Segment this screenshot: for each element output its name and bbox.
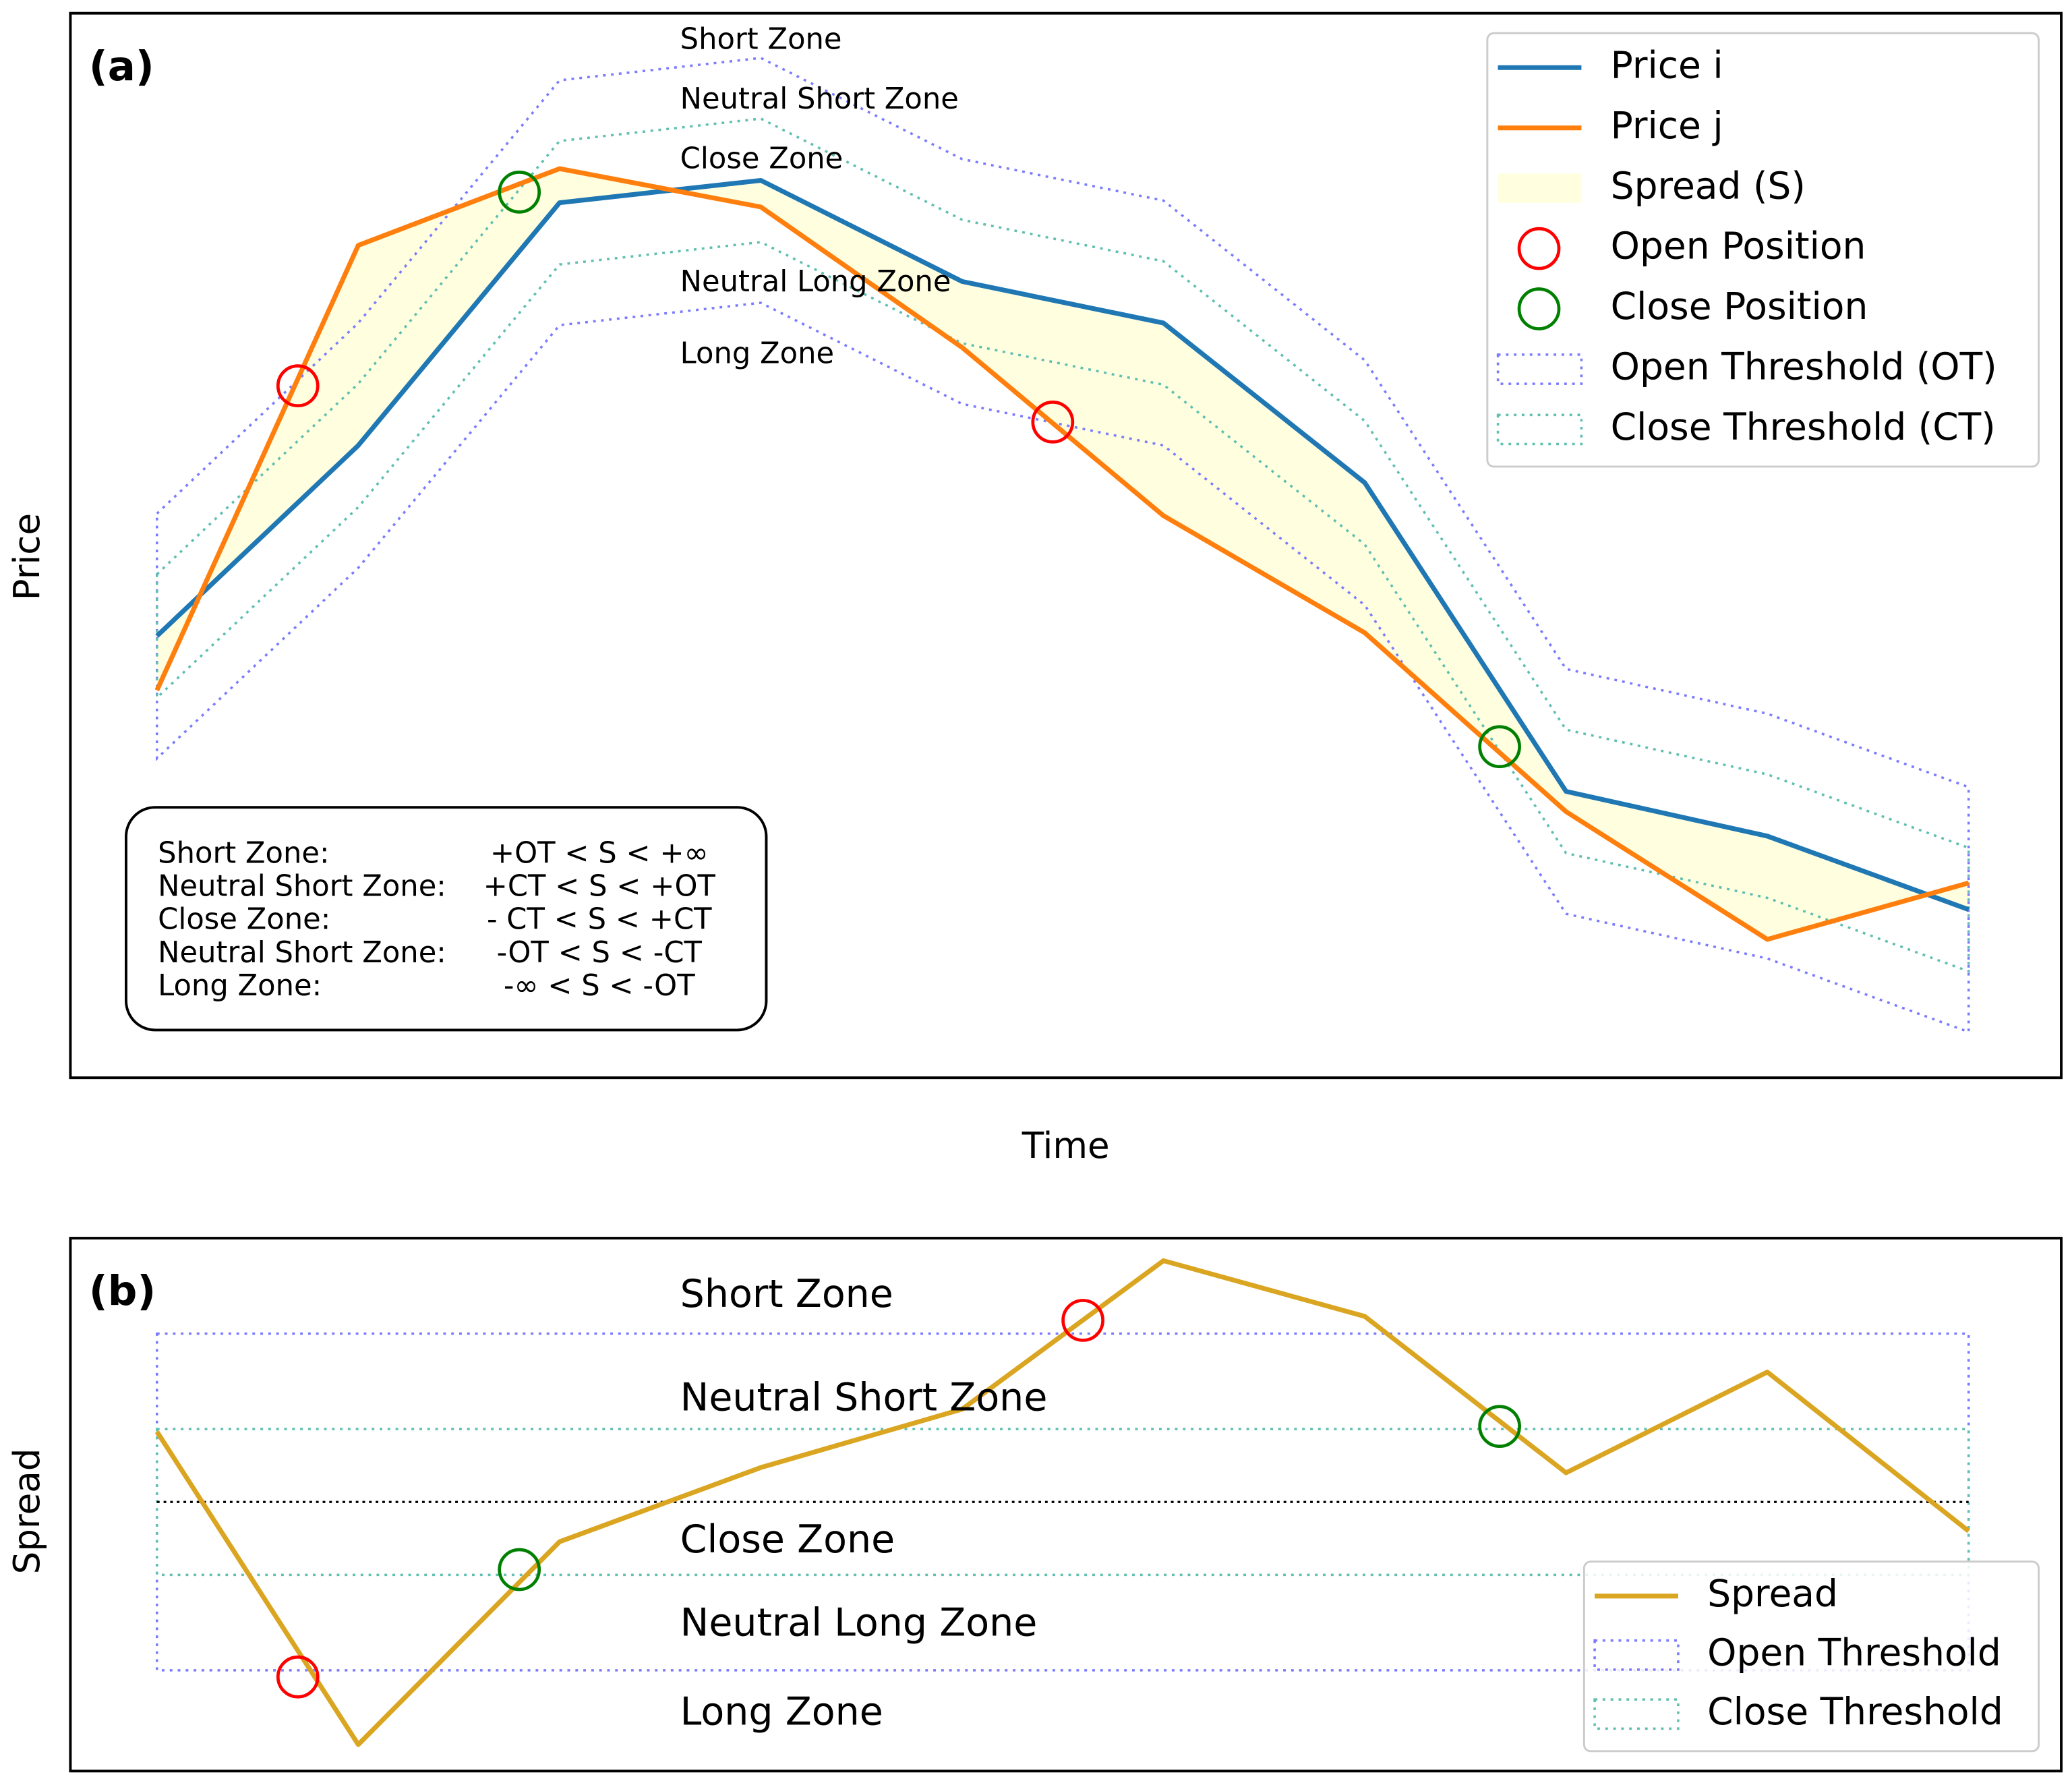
position-marker — [276, 1655, 320, 1699]
panel-label: (a) — [89, 42, 154, 90]
x-axis-label: Time — [1022, 1125, 1110, 1167]
plot-frame — [69, 11, 2063, 1080]
legend-swatch — [1593, 1639, 1680, 1671]
position-marker — [1478, 725, 1521, 769]
zone-label: Long Zone — [680, 337, 834, 370]
zone-label: Neutral Short Zone — [680, 82, 959, 116]
zone-box-name: Close Zone: — [158, 903, 330, 937]
plot-frame — [69, 1237, 2063, 1773]
y-axis-label: Spread — [6, 1449, 48, 1575]
spread-fill — [156, 169, 1969, 939]
y-axis-label: Price — [6, 513, 48, 600]
position-marker — [1478, 1405, 1521, 1449]
legend-swatch — [1593, 1698, 1680, 1730]
zone-label: Neutral Long Zone — [680, 265, 951, 299]
zone-box-rule: +CT < S < +OT — [483, 870, 716, 904]
threshold-band — [156, 57, 1970, 1034]
threshold-band — [156, 117, 1970, 973]
series-line — [155, 177, 1970, 912]
legend-swatch — [1498, 173, 1582, 203]
legend-box — [1486, 32, 2040, 468]
legend-swatch — [1517, 227, 1561, 270]
legend-label: Spread — [1707, 1572, 1838, 1615]
legend-swatch — [1496, 353, 1583, 385]
position-marker — [498, 1548, 541, 1591]
zone-box-rule: +OT < S < +∞ — [490, 836, 709, 870]
legend-label: Price j — [1611, 104, 1723, 147]
legend-label: Open Threshold — [1707, 1631, 2001, 1674]
zone-label: Short Zone — [680, 1272, 893, 1316]
zone-label: Long Zone — [680, 1689, 883, 1734]
zone-box-rule: -OT < S < -CT — [497, 936, 703, 970]
legend-label: Close Position — [1611, 285, 1868, 328]
legend-swatch — [1496, 413, 1583, 446]
position-marker — [1061, 1299, 1104, 1342]
zone-label: Close Zone — [680, 142, 843, 175]
legend-label: Open Threshold (OT) — [1611, 345, 1997, 388]
legend-swatch — [1517, 287, 1561, 330]
zone-box-name: Long Zone: — [158, 969, 322, 1003]
legend-label: Spread (S) — [1611, 164, 1806, 207]
zone-box-name: Short Zone: — [158, 836, 329, 870]
series-line — [154, 1258, 1970, 1747]
zone-box — [125, 806, 768, 1032]
zone-box-name: Neutral Short Zone: — [158, 936, 446, 970]
panel-label: (b) — [89, 1267, 156, 1315]
legend-label: Close Threshold (CT) — [1611, 405, 1996, 448]
zone-label: Close Zone — [680, 1517, 895, 1562]
series-line — [154, 166, 1970, 942]
zone-label: Short Zone — [680, 22, 842, 56]
legend-label: Price i — [1611, 43, 1723, 86]
zone-label: Neutral Long Zone — [680, 1601, 1038, 1645]
position-marker — [1031, 400, 1075, 444]
zone-label: Neutral Short Zone — [680, 1376, 1048, 1420]
zone-box-name: Neutral Short Zone: — [158, 870, 446, 904]
zone-box-rule: - CT < S < +CT — [487, 903, 712, 937]
zone-box-rule: -∞ < S < -OT — [504, 969, 695, 1003]
legend-box — [1582, 1560, 2040, 1753]
legend-label: Close Threshold — [1707, 1690, 2003, 1733]
position-marker — [498, 171, 541, 214]
legend-label: Open Position — [1611, 225, 1866, 268]
position-marker — [276, 364, 320, 407]
